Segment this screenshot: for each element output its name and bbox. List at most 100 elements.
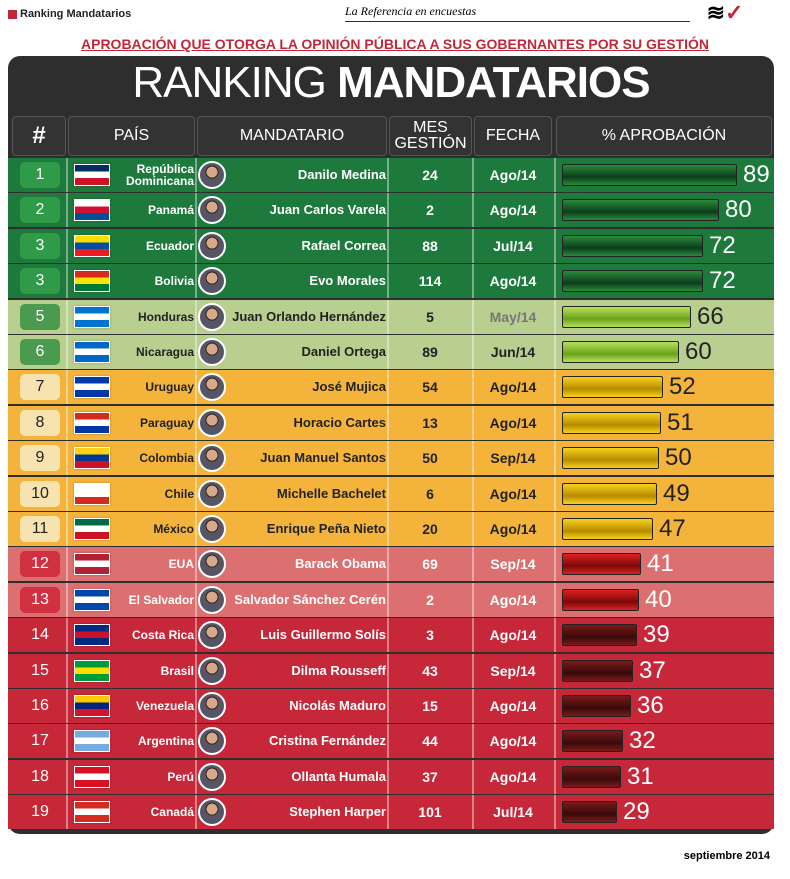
- col-country: PAÍS: [68, 116, 195, 156]
- avatar: [198, 161, 226, 189]
- country-name: Argentina: [137, 734, 194, 749]
- leader-name: Dilma Rousseff: [291, 662, 386, 678]
- approval-bar: [562, 553, 641, 576]
- country-name: Paraguay: [139, 415, 194, 430]
- rank-badge: 3: [20, 268, 60, 295]
- leader-name: Juan Manuel Santos: [260, 450, 386, 466]
- survey-date: Ago/14: [489, 273, 537, 290]
- country-name: El Salvador: [128, 592, 194, 607]
- rank-badge: 10: [20, 480, 60, 507]
- flag-icon: [74, 765, 110, 788]
- rank-badge: 18: [20, 763, 60, 790]
- table-row: 1 República Dominicana Danilo Medina 24 Ago/…: [8, 158, 774, 192]
- survey-date: Ago/14: [489, 591, 537, 608]
- avatar: [198, 727, 226, 756]
- approval-value: 60: [685, 338, 712, 365]
- months-in-office: 50: [422, 450, 438, 467]
- survey-date: Ago/14: [489, 627, 537, 644]
- approval-value: 66: [697, 302, 724, 330]
- months-in-office: 69: [422, 556, 438, 573]
- rank-badge: 6: [20, 339, 60, 365]
- survey-date: Sep/14: [490, 556, 536, 573]
- rank-badge: 11: [20, 516, 60, 542]
- country-name: Nicaragua: [135, 345, 194, 359]
- months-in-office: 44: [422, 733, 438, 750]
- tagline: La Referencia en encuestas: [345, 4, 690, 22]
- avatar: [198, 408, 226, 437]
- months-in-office: 101: [418, 804, 442, 821]
- rank-badge: 16: [20, 693, 60, 719]
- country-name: Panamá: [147, 203, 194, 218]
- rank-badge: 7: [20, 374, 60, 401]
- months-in-office: 89: [422, 344, 438, 360]
- approval-bar: [562, 801, 617, 824]
- flag-icon: [74, 164, 110, 186]
- rank-badge: 2: [20, 197, 60, 224]
- leader-name: Stephen Harper: [289, 804, 386, 820]
- survey-date: Ago/14: [489, 698, 537, 714]
- table-row: 5 Honduras Juan Orlando Hernández 5 May/14 66: [8, 299, 774, 334]
- approval-bar: [562, 199, 719, 222]
- footer-date: septiembre 2014: [683, 850, 770, 862]
- rank-badge: 12: [20, 551, 60, 578]
- table-row: 19 Canadá Stephen Harper 101 Jul/14 29: [8, 795, 774, 830]
- country-name: Honduras: [137, 309, 194, 324]
- subtitle: APROBACIÓN QUE OTORGA LA OPINIÓN PÚBLICA…: [81, 36, 709, 52]
- survey-date: Jul/14: [493, 237, 533, 254]
- avatar: [198, 231, 226, 260]
- survey-date: Ago/14: [489, 414, 537, 431]
- country-name: Bolivia: [154, 274, 194, 289]
- table-row: 10 Chile Michelle Bachelet 6 Ago/14 49: [8, 476, 774, 511]
- flag-icon: [74, 730, 110, 753]
- avatar: [198, 762, 226, 791]
- table-row: 14 Costa Rica Luis Guillermo Solís 3 Ago/14 3…: [8, 618, 774, 653]
- table-row: 15 Brasil Dilma Rousseff 43 Sep/14 37: [8, 653, 774, 688]
- col-months: MES GESTIÓN: [389, 116, 472, 156]
- avatar: [198, 550, 226, 579]
- approval-bar: [562, 447, 659, 470]
- approval-value: 72: [709, 267, 736, 295]
- rank-badge: 17: [20, 728, 60, 755]
- avatar: [198, 656, 226, 685]
- country-name: Colombia: [139, 451, 194, 466]
- months-in-office: 13: [422, 414, 438, 431]
- rank-badge: 8: [20, 409, 60, 436]
- rank-badge: 14: [20, 622, 60, 649]
- avatar: [198, 692, 226, 720]
- flag-icon: [74, 482, 110, 505]
- logo-mark-icon: ≋✓: [706, 0, 744, 25]
- survey-date: Ago/14: [489, 733, 537, 750]
- approval-value: 40: [645, 585, 672, 613]
- approval-bar: [562, 730, 623, 753]
- survey-date: Ago/14: [489, 202, 537, 219]
- avatar: [198, 267, 226, 296]
- table-row: 3 Ecuador Rafael Correa 88 Jul/14 72: [8, 228, 774, 263]
- approval-value: 36: [637, 692, 664, 719]
- country-name: Chile: [164, 486, 194, 501]
- flag-icon: [74, 659, 110, 682]
- table-row: 13 El Salvador Salvador Sánchez Cerén 2 Ago/…: [8, 582, 774, 617]
- table-row: 17 Argentina Cristina Fernández 44 Ago/14 32: [8, 724, 774, 759]
- approval-bar: [562, 624, 637, 647]
- avatar: [198, 444, 226, 473]
- survey-date: Ago/14: [489, 379, 537, 396]
- survey-date: Ago/14: [489, 521, 537, 537]
- leader-name: Nicolás Maduro: [289, 698, 386, 713]
- table-row: 12 EUA Barack Obama 69 Sep/14 41: [8, 547, 774, 582]
- approval-value: 49: [663, 479, 690, 507]
- table-row: 9 Colombia Juan Manuel Santos 50 Sep/14 50: [8, 441, 774, 476]
- table-row: 18 Perú Ollanta Humala 37 Ago/14 31: [8, 759, 774, 794]
- survey-date: Sep/14: [490, 662, 536, 679]
- approval-bar: [562, 341, 679, 363]
- title-light: RANKING: [132, 58, 326, 107]
- flag-icon: [74, 553, 110, 576]
- leader-name: José Mujica: [312, 379, 386, 395]
- months-in-office: 20: [422, 521, 438, 537]
- flag-icon: [74, 341, 110, 363]
- country-name: Ecuador: [145, 238, 194, 253]
- approval-bar: [562, 482, 657, 505]
- leader-name: Barack Obama: [294, 556, 386, 572]
- avatar: [198, 585, 226, 614]
- months-in-office: 88: [422, 237, 438, 254]
- brand-text: Ranking Mandatarios: [20, 8, 132, 20]
